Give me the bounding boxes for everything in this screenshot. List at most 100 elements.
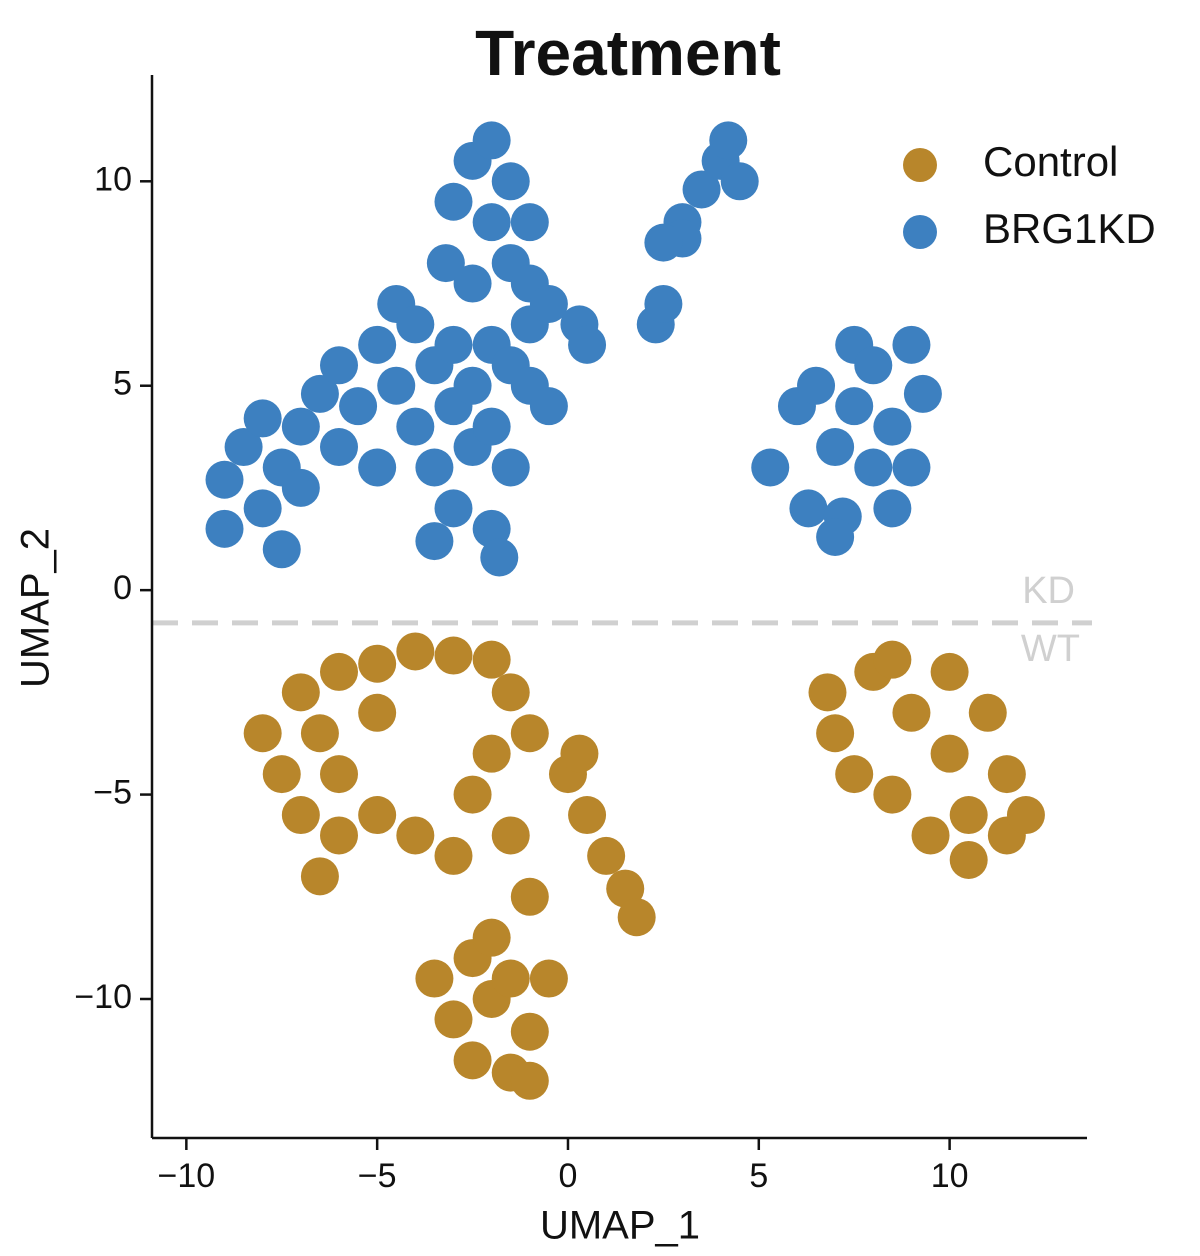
point: [568, 325, 607, 364]
point: [873, 775, 912, 814]
point: [816, 428, 855, 467]
point: [434, 1000, 473, 1039]
point: [491, 816, 530, 855]
point: [281, 468, 320, 507]
reference-label: WT: [1021, 628, 1080, 670]
point: [751, 448, 790, 487]
point: [472, 203, 511, 242]
point: [434, 636, 473, 675]
x-tick-label: 5: [749, 1157, 768, 1195]
point: [510, 1012, 549, 1051]
point: [854, 346, 893, 385]
y-axis-label: UMAP_2: [14, 528, 58, 688]
point: [224, 428, 263, 467]
y-tick-label: 0: [113, 569, 132, 607]
legend-label: BRG1KD: [983, 205, 1156, 252]
point: [510, 877, 549, 916]
point: [300, 857, 339, 896]
point: [472, 121, 511, 160]
point: [720, 162, 759, 201]
point: [529, 387, 568, 426]
point: [491, 673, 530, 712]
point: [491, 959, 530, 998]
point: [873, 407, 912, 446]
point: [358, 325, 397, 364]
point: [320, 346, 358, 385]
point: [434, 836, 473, 875]
point: [396, 816, 435, 855]
point: [835, 755, 874, 794]
point: [644, 223, 683, 262]
point: [892, 325, 931, 364]
reference-label: KD: [1022, 570, 1075, 612]
point: [434, 182, 473, 221]
point: [949, 796, 988, 835]
point: [396, 632, 435, 671]
point: [816, 714, 855, 753]
point: [949, 840, 988, 879]
point: [911, 816, 950, 855]
point: [835, 387, 874, 426]
point: [903, 374, 942, 413]
point: [453, 366, 492, 405]
point: [320, 755, 358, 794]
point: [854, 448, 893, 487]
point: [930, 734, 969, 773]
point: [415, 448, 454, 487]
point: [682, 170, 721, 209]
x-tick-label: −5: [358, 1157, 397, 1195]
point: [617, 898, 656, 937]
point: [892, 448, 931, 487]
point: [816, 517, 855, 556]
point: [243, 714, 282, 753]
point: [491, 162, 530, 201]
point: [510, 1061, 549, 1100]
y-tick-label: 5: [113, 365, 132, 403]
point: [606, 869, 645, 908]
point: [205, 460, 244, 499]
point: [568, 796, 607, 835]
y-tick-label: −5: [93, 774, 132, 812]
point: [472, 918, 511, 957]
point: [434, 489, 473, 528]
legend-swatch: [903, 148, 937, 182]
point: [644, 284, 683, 323]
point: [987, 755, 1026, 794]
point: [510, 203, 549, 242]
point: [472, 407, 511, 446]
point: [358, 448, 397, 487]
point: [560, 734, 599, 773]
point: [491, 448, 530, 487]
point: [1006, 796, 1045, 835]
point: [415, 959, 454, 998]
point: [358, 796, 397, 835]
point: [873, 489, 912, 528]
legend-label: Control: [983, 138, 1118, 185]
point: [426, 244, 465, 283]
point: [797, 366, 836, 405]
point: [789, 489, 828, 528]
point: [415, 522, 454, 561]
point: [300, 714, 339, 753]
point: [968, 693, 1007, 732]
point: [453, 1041, 492, 1080]
point: [453, 264, 492, 303]
point: [529, 959, 568, 998]
point: [529, 284, 568, 323]
point: [873, 640, 912, 679]
point: [300, 374, 339, 413]
point: [281, 673, 320, 712]
x-tick-label: −10: [158, 1157, 216, 1195]
y-tick-label: −10: [74, 978, 132, 1016]
point: [320, 816, 358, 855]
x-tick-label: 0: [559, 1157, 578, 1195]
point: [472, 734, 511, 773]
y-tick-label: 10: [94, 160, 132, 198]
x-axis-label: UMAP_1: [540, 1204, 700, 1248]
point: [320, 428, 358, 467]
point: [262, 755, 301, 794]
point: [453, 775, 492, 814]
point: [434, 325, 473, 364]
point: [339, 387, 378, 426]
